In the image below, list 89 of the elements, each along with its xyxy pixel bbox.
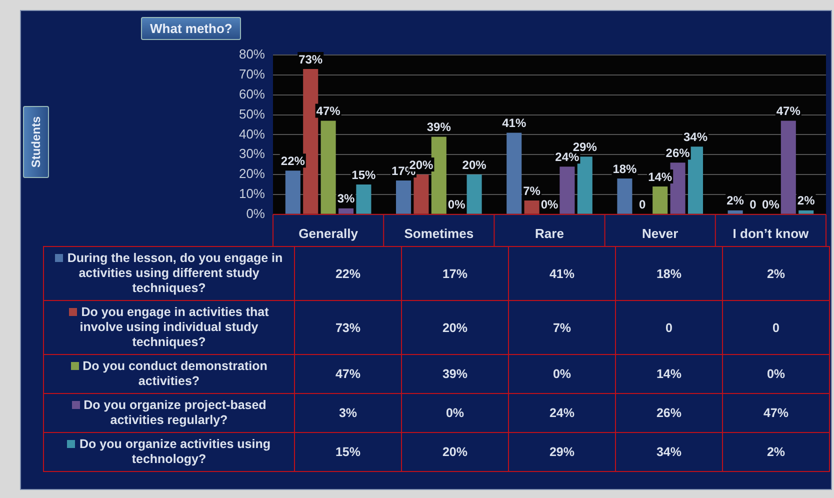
text: 47% xyxy=(776,104,800,118)
bar xyxy=(652,186,668,214)
text: 26% xyxy=(666,146,690,160)
bar xyxy=(338,208,354,214)
x-tick-label: Never xyxy=(642,226,678,241)
bar xyxy=(728,210,743,214)
text: 39% xyxy=(426,120,451,134)
bar xyxy=(320,120,336,214)
text: 22% xyxy=(280,154,305,168)
bar xyxy=(414,174,429,214)
data-label: 15% xyxy=(294,432,402,472)
data-label: 24% xyxy=(508,394,616,432)
text: 73% xyxy=(298,52,323,66)
bar xyxy=(670,162,686,214)
y-tick-label: 0% xyxy=(246,206,266,221)
data-label: 47% xyxy=(294,354,402,394)
text: 29% xyxy=(572,140,597,154)
x-tick-label: Sometimes xyxy=(404,226,474,241)
text: 14% xyxy=(648,170,672,184)
text: 15% xyxy=(352,168,376,182)
data-label: 29% xyxy=(508,432,616,472)
bar xyxy=(577,156,592,214)
legend-label: Do you organize activities using technology? xyxy=(44,432,294,472)
data-label: 34% xyxy=(616,432,722,472)
bar xyxy=(688,146,704,214)
y-tick-label: 10% xyxy=(238,186,266,202)
data-label: 47% xyxy=(722,394,830,432)
data-label: 0 xyxy=(616,300,722,354)
data-label: 0% xyxy=(508,354,616,394)
text: 7% xyxy=(523,184,540,198)
data-label: 2% xyxy=(722,432,830,472)
bar xyxy=(780,120,796,214)
data-label: 26% xyxy=(616,394,722,432)
bar xyxy=(303,68,318,214)
bar xyxy=(356,184,372,214)
text: 0 xyxy=(750,198,756,212)
text: 20% xyxy=(462,158,486,172)
data-label: 7% xyxy=(508,300,616,354)
bar xyxy=(466,174,482,214)
text: 18% xyxy=(612,162,637,176)
text: 0 xyxy=(639,198,646,212)
y-tick-label: 60% xyxy=(238,86,266,102)
text: 0% xyxy=(762,198,780,212)
legend-label: During the lesson, do you engage in activities using different study techniques? xyxy=(44,246,294,300)
bar xyxy=(524,200,540,214)
text: 2% xyxy=(797,194,815,208)
text: 3% xyxy=(337,192,355,206)
data-label: 14% xyxy=(616,354,722,394)
bar xyxy=(560,166,575,214)
bar xyxy=(285,170,300,214)
y-tick-label: 50% xyxy=(238,106,266,122)
bar xyxy=(798,210,814,214)
y-tick-label: 30% xyxy=(238,146,266,162)
text: Students xyxy=(29,116,43,168)
data-label: 41% xyxy=(508,246,616,300)
bar xyxy=(506,132,522,214)
text: 47% xyxy=(316,104,340,118)
text: 24% xyxy=(555,150,580,164)
data-label: 18% xyxy=(616,246,722,300)
text: 0% xyxy=(540,198,558,212)
data-label: 20% xyxy=(402,300,508,354)
text: 41% xyxy=(502,116,526,130)
data-label: 39% xyxy=(402,354,508,394)
x-tick-label: I don’t know xyxy=(732,226,810,241)
x-tick-label: Rare xyxy=(535,226,564,241)
data-label: 20% xyxy=(402,432,508,472)
text: 0% xyxy=(448,198,466,212)
text: 34% xyxy=(683,130,708,144)
y-tick-label: 80% xyxy=(238,46,266,62)
y-tick-label: 70% xyxy=(238,66,266,82)
bar xyxy=(617,178,632,214)
legend-label: Do you engage in activities that involve using individual study techniques? xyxy=(44,300,294,354)
data-label: 0% xyxy=(402,394,508,432)
chart-title: What metho? xyxy=(141,17,242,40)
data-label: 17% xyxy=(402,246,508,300)
data-label: 0 xyxy=(722,300,830,354)
data-label: 22% xyxy=(294,246,402,300)
data-label: 0% xyxy=(722,354,830,394)
legend-label: Do you organize project-based activities regularly? xyxy=(44,394,294,432)
legend-label: Do you conduct demonstration activities? xyxy=(44,354,294,394)
data-label: 3% xyxy=(294,394,402,432)
x-tick-label: Generally xyxy=(298,226,359,241)
bar xyxy=(431,136,446,214)
y-tick-label: 40% xyxy=(238,126,266,142)
bar xyxy=(396,180,412,214)
data-label: 73% xyxy=(294,300,402,354)
y-tick-label: 20% xyxy=(238,166,266,182)
text: 2% xyxy=(726,194,744,208)
data-label: 2% xyxy=(722,246,830,300)
